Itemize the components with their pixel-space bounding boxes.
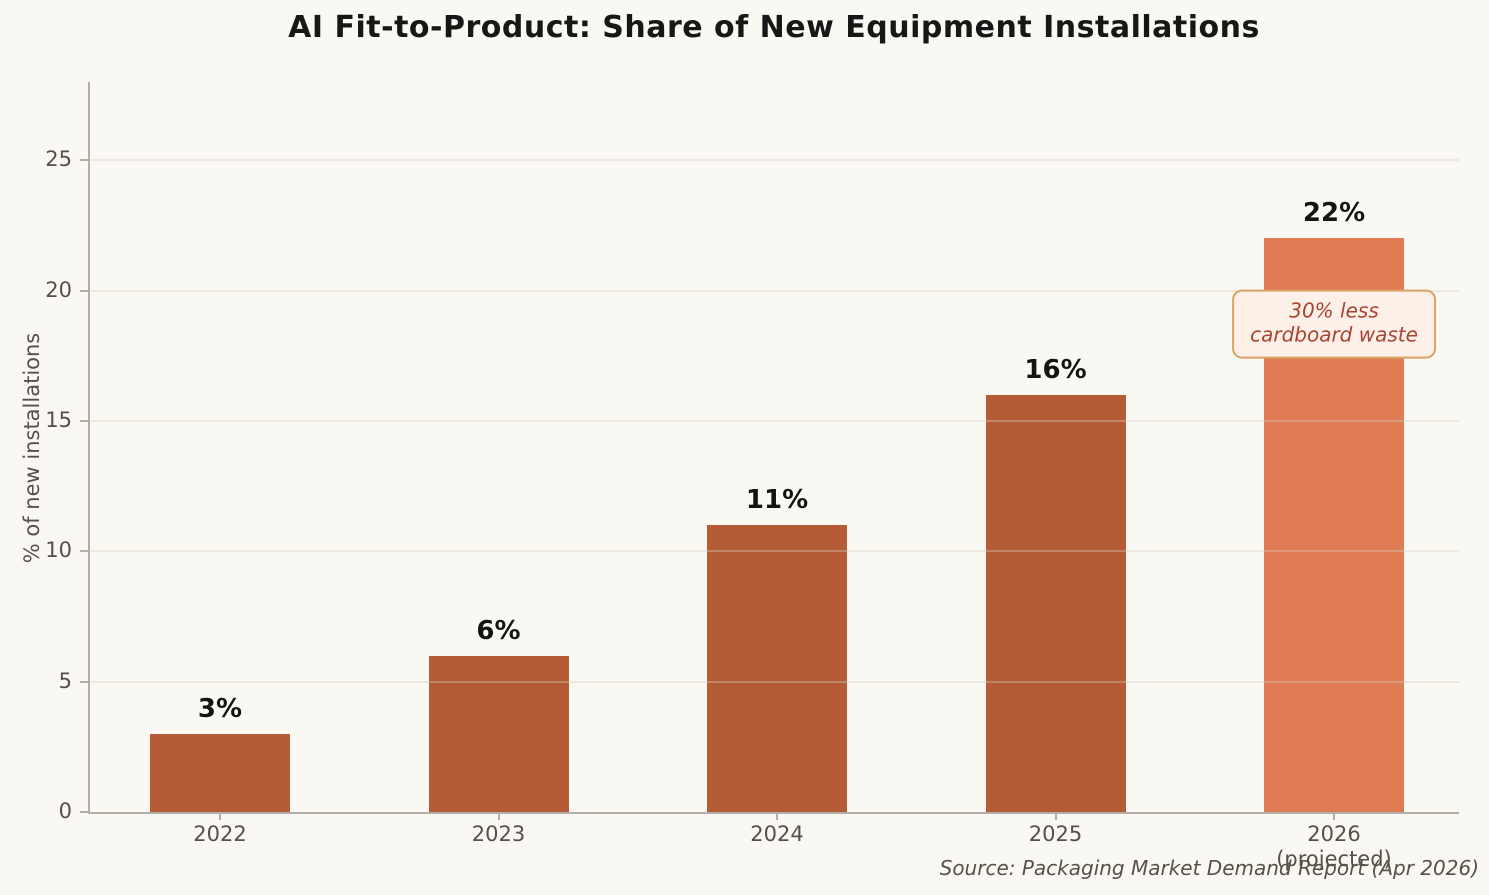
y-tick-mark-10 — [80, 550, 88, 553]
y-tick-mark-20 — [80, 289, 88, 292]
x-tick-label-2023: 2023 — [471, 822, 526, 846]
bar-value-label-2025: 16% — [1024, 354, 1087, 385]
x-tick-mark-2023 — [497, 812, 500, 820]
y-tick-mark-15 — [80, 419, 88, 422]
chart-title: AI Fit-to-Product: Share of New Equipmen… — [288, 10, 1260, 45]
gridline-y-25 — [90, 159, 1459, 162]
x-tick-label-2024: 2024 — [750, 822, 804, 846]
y-tick-label-25: 25 — [45, 147, 72, 172]
source-note: Source: Packaging Market Demand Report (… — [939, 856, 1479, 880]
y-tick-label-20: 20 — [45, 277, 72, 302]
y-tick-label-0: 0 — [58, 799, 72, 823]
bar-value-label-2024: 11% — [745, 485, 809, 516]
bar-2025 — [985, 394, 1126, 812]
bar-2022 — [150, 733, 290, 812]
gridline-y-15 — [90, 419, 1459, 422]
plot-area: 30% less cardboard waste 3% 6% 11% 16% 22% — [88, 82, 1459, 814]
bar-2024 — [707, 525, 847, 812]
y-tick-mark-0 — [80, 811, 88, 813]
bar-value-label-2026: 22% — [1302, 198, 1366, 229]
y-tick-label-5: 5 — [58, 668, 72, 693]
x-tick-sublabel-2026: (projected) — [1276, 847, 1392, 871]
x-tick-label-2022: 2022 — [193, 822, 247, 846]
annotation-line-2: cardboard waste — [1250, 323, 1418, 347]
x-tick-label-2026: 2026 — [1307, 822, 1361, 846]
bar-value-label-2023: 6% — [476, 615, 521, 646]
annotation-line-1: 30% less — [1289, 298, 1379, 323]
x-axis-spine — [88, 812, 1459, 814]
x-tick-mark-2026 — [1333, 812, 1335, 820]
bar-2023 — [428, 655, 569, 812]
y-tick-label-10: 10 — [45, 538, 72, 563]
x-tick-label-2025: 2025 — [1028, 822, 1083, 846]
x-tick-mark-2022 — [219, 812, 221, 820]
y-tick-mark-5 — [80, 680, 88, 683]
y-tick-mark-25 — [80, 159, 88, 162]
y-axis-spine — [88, 82, 90, 812]
bar-value-label-2022: 3% — [197, 693, 243, 724]
x-tick-mark-2024 — [776, 812, 778, 820]
annotation-callout: 30% less cardboard waste — [1232, 289, 1436, 359]
x-tick-mark-2025 — [1054, 812, 1057, 820]
y-tick-label-15: 15 — [45, 407, 72, 432]
